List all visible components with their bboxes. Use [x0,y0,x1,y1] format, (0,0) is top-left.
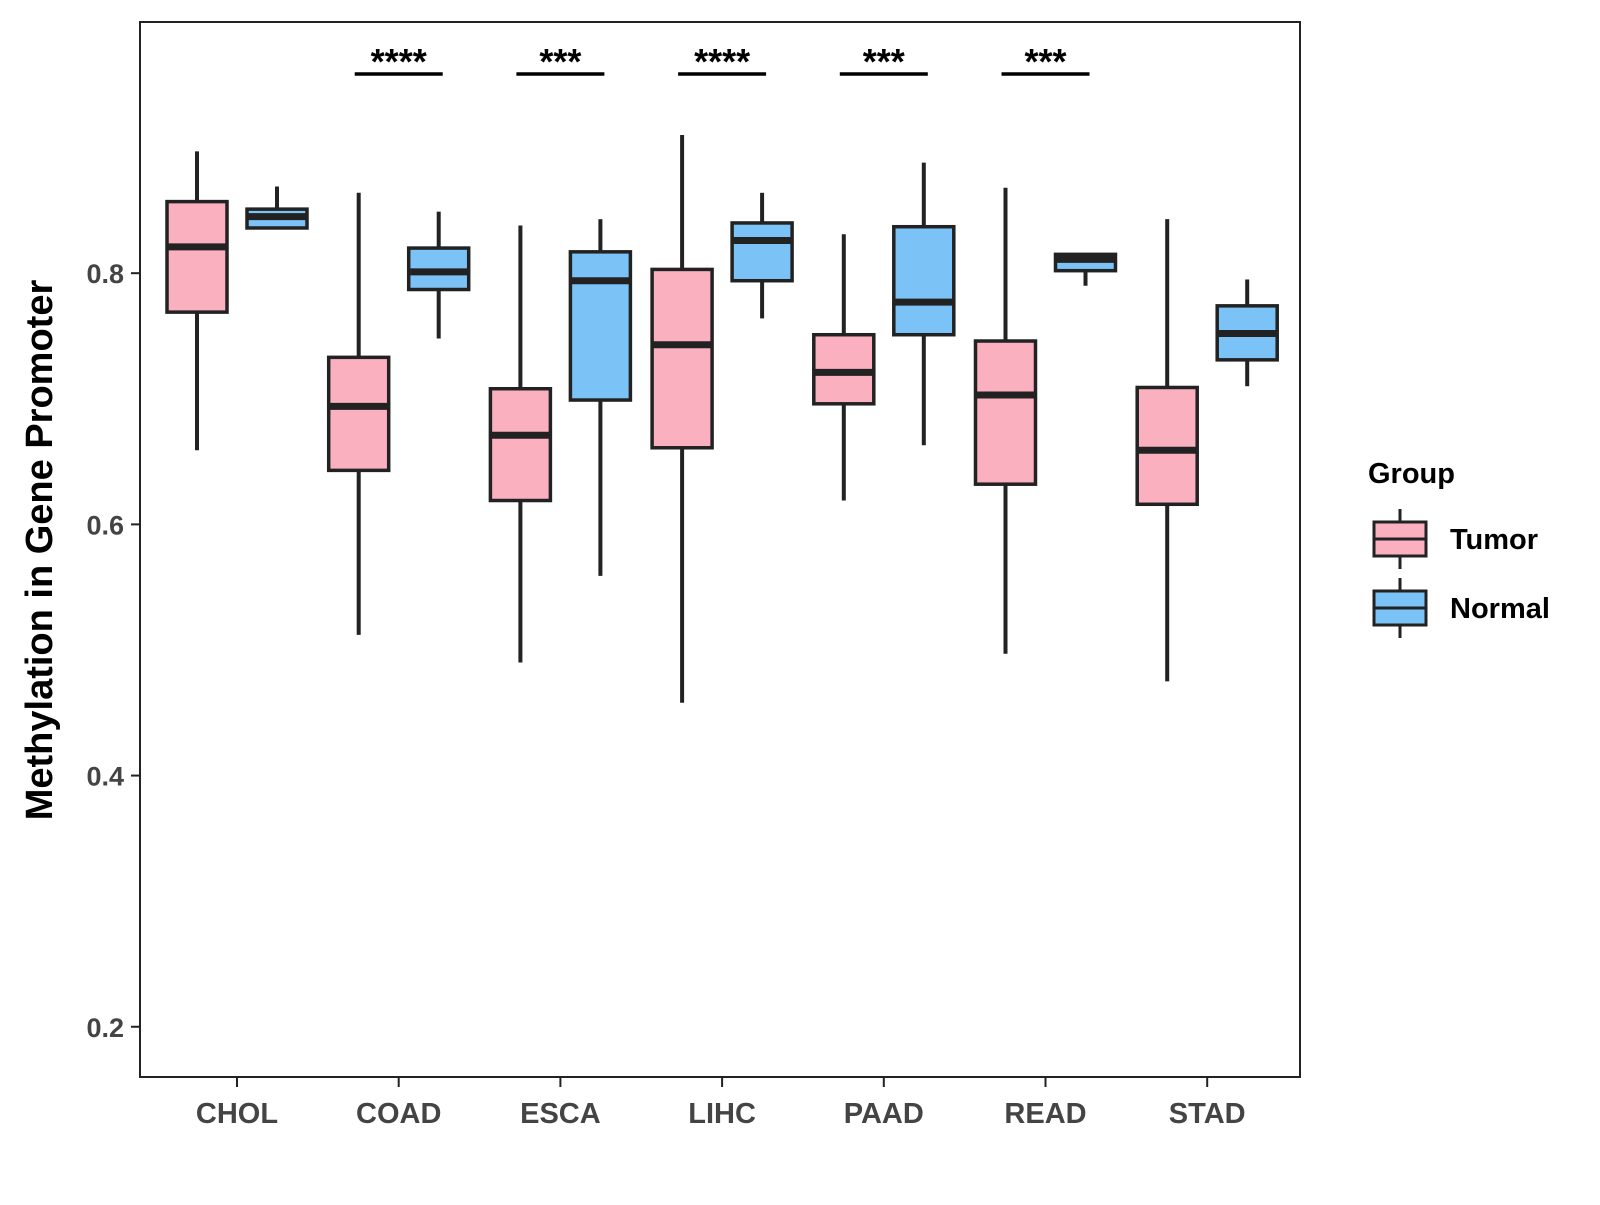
box-group [326,192,391,635]
y-tick-label: 0.4 [86,762,124,792]
box [973,339,1038,486]
box-group [1053,252,1118,286]
significance-annotations: **** *** **** *** *** [354,41,1090,82]
x-tick-label: COAD [356,1098,441,1130]
legend: Group Tumor Normal [1368,458,1550,638]
box-group [568,219,633,576]
significance-label: *** [539,41,581,82]
x-tick-label: ESCA [520,1098,601,1130]
box-group [892,162,956,446]
x-tick-label: PAAD [844,1098,924,1130]
box-group [650,135,714,703]
box-group [165,151,229,451]
significance-label: *** [1024,41,1066,82]
x-tick-label: LIHC [688,1098,756,1130]
box [730,221,794,283]
box [165,199,229,314]
box [650,267,714,450]
legend-entry: Normal [1372,578,1550,638]
x-tick-label: CHOL [196,1098,278,1130]
box-group [812,234,876,501]
box-group [973,187,1038,654]
box [326,355,391,473]
box-group [1215,279,1279,387]
significance-label: **** [371,41,427,82]
x-axis: CHOL COAD ESCA LIHC PAAD READ STAD [196,1077,1246,1130]
box [568,250,633,402]
x-tick-label: READ [1004,1098,1086,1130]
box [1135,385,1199,507]
box [892,224,956,337]
y-tick-label: 0.6 [86,510,124,540]
legend-label: Tumor [1450,524,1538,556]
legend-title: Group [1368,458,1455,490]
y-axis-title: Methylation in Gene Promoter [19,280,61,821]
box-group [730,192,794,319]
box-group [406,211,471,339]
y-tick-label: 0.8 [86,259,124,289]
y-tick-label: 0.2 [86,1013,124,1043]
significance-label: *** [863,41,905,82]
box-group [245,186,309,230]
legend-entry: Tumor [1372,509,1538,569]
legend-label: Normal [1450,593,1550,625]
significance-label: **** [694,41,750,82]
box-series [165,135,1279,703]
box-group [1135,219,1199,682]
box-group [488,225,553,663]
x-tick-label: STAD [1169,1098,1246,1130]
plot-panel-border [139,21,1301,1078]
y-axis: 0.2 0.4 0.6 0.8 [86,259,140,1043]
box [488,386,553,503]
